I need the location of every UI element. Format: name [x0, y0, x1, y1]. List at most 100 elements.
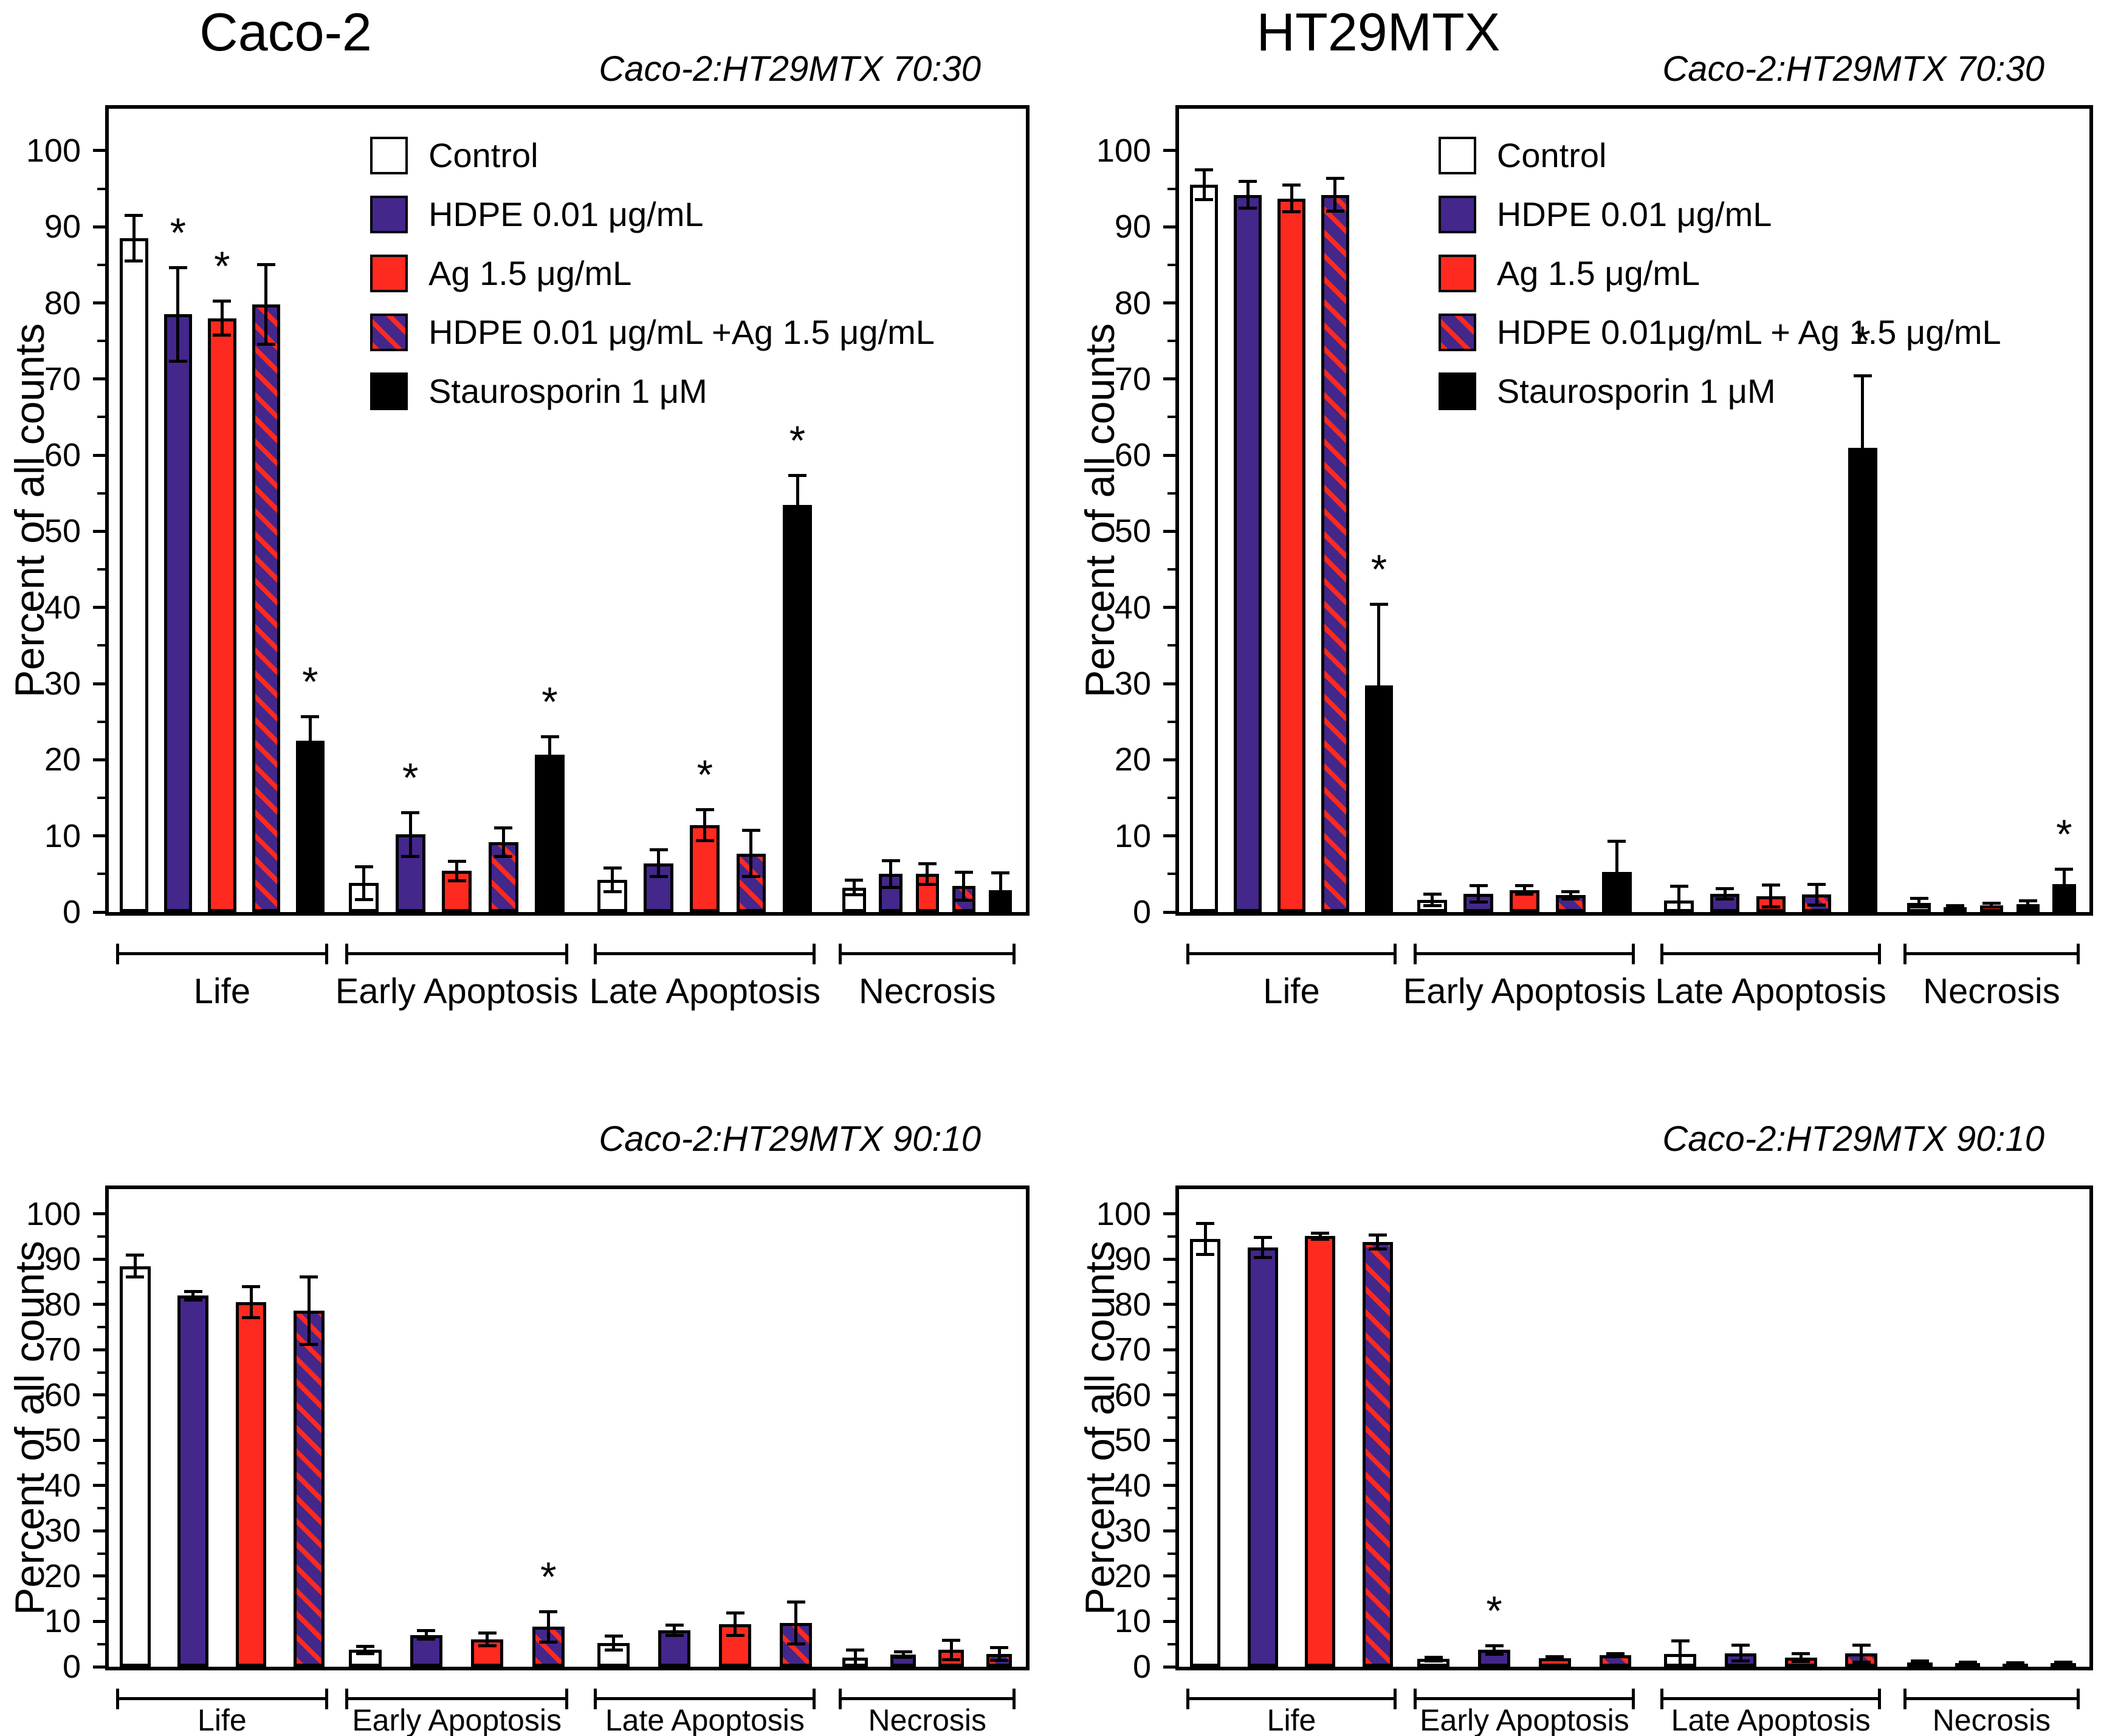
- bracket-part: [116, 952, 328, 955]
- error-bar: [1679, 1640, 1682, 1666]
- error-bar: [1769, 884, 1773, 908]
- y-axis-tick-label: 20: [44, 1557, 81, 1594]
- bracket-part: [1903, 1697, 2080, 1700]
- error-bar: [308, 716, 312, 766]
- y-axis-minor-tick: [1167, 1326, 1175, 1329]
- error-bar: [794, 1602, 798, 1645]
- error-bar-cap-top: [1469, 884, 1488, 888]
- error-bar-cap-bottom: [300, 1342, 318, 1346]
- y-axis-tick-label: 50: [1114, 1422, 1151, 1459]
- error-bar: [1203, 1223, 1207, 1255]
- y-axis-minor-tick: [1167, 1507, 1175, 1510]
- y-axis-tick-label: 60: [1114, 1376, 1151, 1413]
- bar-ag-life: [208, 318, 236, 912]
- error-bar-cap-bottom: [845, 893, 864, 897]
- category-axis-bracket: [116, 1689, 328, 1709]
- error-bar-cap-bottom: [786, 1642, 805, 1646]
- category-axis-bracket: [594, 944, 816, 964]
- error-bar-cap-top: [300, 1275, 318, 1278]
- error-bar: [1202, 170, 1206, 201]
- y-axis-minor-tick: [97, 187, 105, 190]
- y-axis-tick-label: 50: [1114, 513, 1151, 550]
- error-bar: [999, 872, 1002, 908]
- y-axis-minor-tick: [1167, 340, 1175, 343]
- y-axis-tick-label: 20: [1114, 741, 1151, 778]
- y-axis-major-tick: [1163, 834, 1175, 838]
- error-bar: [1917, 898, 1921, 908]
- error-bar-cap-bottom: [1424, 1659, 1443, 1663]
- y-axis-major-tick: [93, 682, 105, 685]
- error-bar: [1246, 181, 1250, 209]
- error-bar-cap-top: [1368, 1233, 1387, 1237]
- error-bar-cap-bottom: [2018, 906, 2037, 910]
- y-axis-tick-label: 90: [44, 208, 81, 245]
- error-bar-cap-bottom: [1669, 909, 1688, 912]
- error-bar-cap-top: [213, 299, 232, 303]
- y-axis-tick-label: 0: [62, 1649, 81, 1685]
- bracket-part: [839, 1689, 842, 1709]
- bracket-part: [1186, 952, 1397, 955]
- bracket-part: [1632, 944, 1635, 964]
- legend-label-combo: HDPE 0.01μg/mL + Ag 1.5 μg/mL: [1496, 313, 2001, 351]
- error-bar-cap-bottom: [894, 1656, 913, 1659]
- y-axis-minor-tick: [97, 1597, 105, 1600]
- y-axis-major-tick: [1163, 377, 1175, 381]
- y-axis-major-tick: [1163, 1257, 1175, 1261]
- error-bar: [852, 880, 856, 896]
- error-bar: [220, 300, 224, 336]
- error-bar: [1615, 841, 1618, 902]
- y-axis-tick-label: 30: [1114, 1512, 1151, 1549]
- bracket-part: [1414, 1689, 1417, 1709]
- error-bar-cap-top: [665, 1624, 684, 1627]
- y-axis-tick-label: 10: [1114, 1603, 1151, 1640]
- error-bar-cap-top: [447, 860, 466, 863]
- y-axis-minor-tick: [97, 340, 105, 343]
- chart-subtitle-7030-left: Caco-2:HT29MTX 70:30: [599, 49, 981, 89]
- error-bar-cap-bottom: [1561, 897, 1580, 901]
- error-bar-cap-bottom: [1239, 207, 1257, 210]
- error-bar-cap-bottom: [1911, 1662, 1930, 1666]
- error-bar-cap-bottom: [991, 905, 1010, 909]
- y-axis-major-tick: [1163, 1665, 1175, 1669]
- y-axis-major-tick: [93, 758, 105, 761]
- error-bar-cap-bottom: [184, 1298, 202, 1302]
- legend-swatch-combo: [1438, 314, 1476, 351]
- error-bar-cap-top: [126, 1254, 145, 1257]
- category-label-life: Life: [198, 1703, 247, 1736]
- category-label-life: Life: [193, 972, 251, 1011]
- error-bar-cap-top: [494, 826, 513, 829]
- error-bar-cap-top: [1911, 1659, 1930, 1663]
- error-bar-cap-top: [2055, 867, 2074, 871]
- bracket-part: [1186, 1689, 1189, 1709]
- y-axis-major-tick: [1163, 1393, 1175, 1397]
- legend-swatch-hdpe: [370, 196, 408, 233]
- y-axis-major-tick: [1163, 529, 1175, 533]
- y-axis-tick-label: 20: [1114, 1557, 1151, 1594]
- error-bar-cap-bottom: [649, 875, 668, 879]
- legend-label-hdpe: HDPE 0.01 μg/mL: [1496, 195, 1772, 233]
- y-axis-tick-label: 90: [1114, 208, 1151, 245]
- y-axis-major-tick: [1163, 1212, 1175, 1216]
- y-axis-minor-tick: [97, 263, 105, 266]
- y-axis-tick-label: 30: [44, 1512, 81, 1549]
- error-bar: [1860, 1645, 1863, 1662]
- bar-stauro-life: [296, 741, 325, 912]
- y-axis-tick-label: 60: [44, 1376, 81, 1413]
- error-bar-cap-top: [845, 879, 864, 882]
- category-label-late-apoptosis: Late Apoptosis: [1655, 972, 1886, 1011]
- error-bar-cap-top: [1485, 1644, 1504, 1647]
- y-axis-minor-tick: [97, 416, 105, 419]
- category-label-late-apoptosis: Late Apoptosis: [1671, 1703, 1871, 1736]
- legend-label-control: Control: [428, 136, 538, 174]
- error-bar: [926, 863, 929, 885]
- y-axis-tick-label: 70: [44, 1331, 81, 1368]
- error-bar-cap-bottom: [256, 343, 275, 346]
- y-axis-tick-label: 30: [44, 665, 81, 702]
- error-bar-cap-bottom: [2055, 897, 2074, 901]
- error-bar-cap-bottom: [1368, 1247, 1387, 1251]
- y-axis-minor-tick: [1167, 1597, 1175, 1600]
- category-label-necrosis: Necrosis: [858, 972, 996, 1011]
- legend-swatch-ag: [1438, 255, 1476, 292]
- category-label-early-apoptosis: Early Apoptosis: [335, 972, 579, 1011]
